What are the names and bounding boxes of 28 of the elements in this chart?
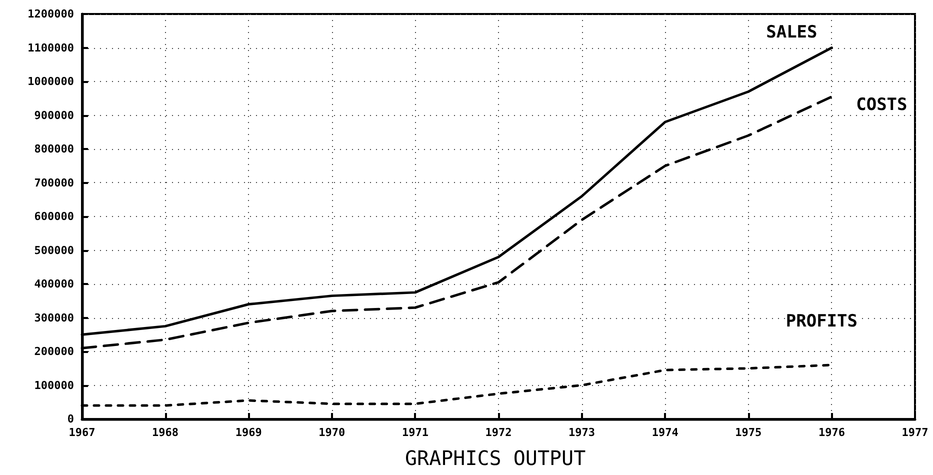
x-tick-label: 1967 <box>68 426 96 439</box>
x-tick-label: 1975 <box>735 426 762 439</box>
x-tick-label: 1971 <box>402 426 429 439</box>
x-tick-label: 1977 <box>902 426 928 439</box>
y-tick-label: 200000 <box>34 345 74 358</box>
y-tick-label: 600000 <box>34 210 74 223</box>
series-label: SALES <box>766 22 818 42</box>
y-tick-label: 100000 <box>34 378 74 392</box>
x-tick-label: 1973 <box>568 426 596 439</box>
y-tick-label: 800000 <box>34 142 74 156</box>
x-tick-label: 1972 <box>485 426 512 439</box>
x-tick-label: 1969 <box>235 426 262 439</box>
y-tick-label: 700000 <box>34 176 74 190</box>
x-tick-label: 1976 <box>818 426 846 439</box>
text: GRAPHICS OUTPUT <box>405 446 586 470</box>
x-tick-label: 1974 <box>652 426 679 439</box>
x-tick-label: 1970 <box>318 426 346 439</box>
y-tick-label: 400000 <box>34 278 74 290</box>
y-tick-label: 1000000 <box>28 75 74 88</box>
y-tick-label: 500000 <box>34 244 74 257</box>
series-label: COSTS <box>856 95 908 116</box>
y-tick-label: 0 <box>67 412 74 426</box>
text: PROFITS <box>786 312 858 332</box>
y-tick-label: 900000 <box>34 108 74 122</box>
y-tick-label: 1100000 <box>28 41 74 54</box>
x-tick-label: 1968 <box>152 426 179 439</box>
y-tick-label: 1200000 <box>28 8 74 20</box>
y-tick-label: 300000 <box>34 311 74 324</box>
